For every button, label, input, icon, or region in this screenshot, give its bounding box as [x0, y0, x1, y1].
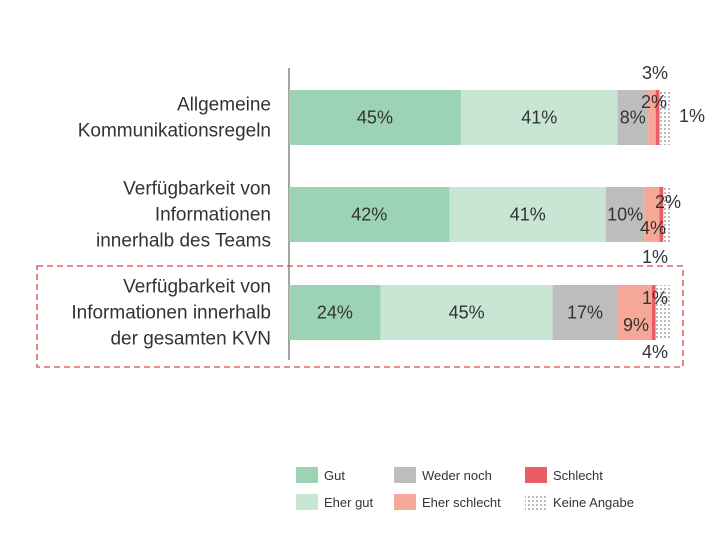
data-label: 17%	[567, 303, 603, 323]
bar-segment-schlecht	[655, 90, 660, 145]
legend-label: Weder noch	[422, 468, 492, 483]
data-label: 4%	[642, 342, 668, 362]
legend-swatch	[394, 467, 416, 483]
data-label: 41%	[510, 205, 546, 225]
data-label: 10%	[607, 205, 643, 225]
bar-segment-eher-schlecht	[617, 285, 652, 340]
category-label: innerhalb des Teams	[96, 231, 271, 252]
data-label: 1%	[642, 247, 668, 267]
legend-label: Keine Angabe	[553, 495, 634, 510]
legend-label: Schlecht	[553, 468, 603, 483]
legend-swatch	[525, 467, 547, 483]
legend-swatch	[296, 494, 318, 510]
category-label: Allgemeine	[177, 95, 271, 116]
category-label: Informationen	[155, 205, 271, 226]
legend-swatch	[394, 494, 416, 510]
bar-segment-weder-noch	[617, 90, 649, 145]
data-label: 45%	[449, 303, 485, 323]
data-label: 41%	[521, 108, 557, 128]
highlight-frame	[36, 265, 684, 368]
data-label: 4%	[640, 218, 666, 238]
data-label: 42%	[351, 205, 387, 225]
legend-swatch	[296, 467, 318, 483]
bar-segment-eher-gut	[380, 285, 553, 340]
category-label: Informationen innerhalb	[71, 303, 271, 324]
data-label: 2%	[655, 192, 681, 212]
data-label: 45%	[357, 108, 393, 128]
data-label: 8%	[620, 108, 646, 128]
legend-label: Eher gut	[324, 495, 374, 510]
bar-segment-gut	[289, 90, 461, 145]
category-label: der gesamten KVN	[110, 329, 271, 350]
bar-segment-gut	[289, 187, 450, 242]
bar-segment-schlecht	[651, 285, 656, 340]
bar-segment-eher-schlecht	[644, 187, 660, 242]
category-label: Kommunikationsregeln	[78, 121, 271, 142]
category-label: Verfügbarkeit von	[123, 179, 271, 200]
bar-segment-keine-angabe	[659, 90, 671, 145]
bar-segment-schlecht	[659, 187, 664, 242]
data-label: 1%	[679, 106, 705, 126]
category-label: Verfügbarkeit von	[123, 277, 271, 298]
bar-segment-weder-noch	[552, 285, 618, 340]
legend-label: Eher schlecht	[422, 495, 501, 510]
bar-segment-gut	[289, 285, 381, 340]
data-label: 2%	[641, 92, 667, 112]
legend-label: Gut	[324, 468, 345, 483]
data-label: 24%	[317, 303, 353, 323]
bar-segment-keine-angabe	[655, 285, 671, 340]
bar-segment-eher-schlecht	[648, 90, 656, 145]
data-label: 3%	[642, 63, 668, 83]
legend-swatch	[525, 494, 547, 510]
data-label: 9%	[623, 315, 649, 335]
data-label: 1%	[642, 288, 668, 308]
bar-segment-eher-gut	[460, 90, 618, 145]
bar-segment-keine-angabe	[663, 187, 671, 242]
bar-segment-eher-gut	[449, 187, 607, 242]
bar-segment-weder-noch	[606, 187, 645, 242]
